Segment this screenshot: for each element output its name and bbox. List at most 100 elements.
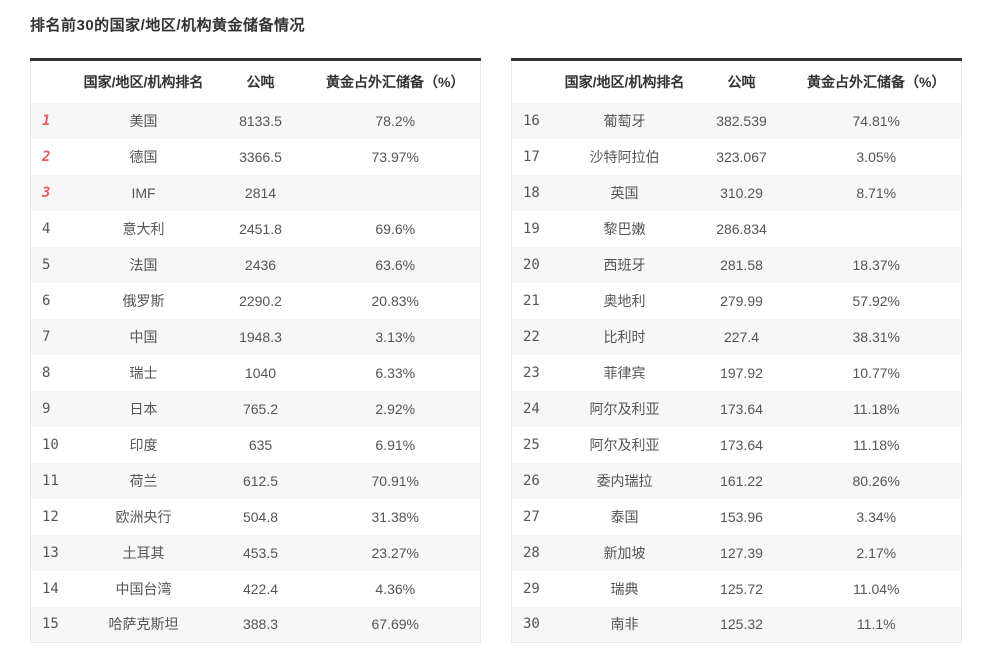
country-cell: 中国台湾 — [115, 580, 172, 597]
tons-cell: 453.5 — [242, 544, 279, 561]
tons-cell: 8133.5 — [239, 112, 282, 129]
table-row: 23 菲律宾 197.92 10.77% — [511, 354, 962, 391]
country-cell: 土耳其 — [122, 544, 165, 561]
table-row: 21 奥地利 279.99 57.92% — [511, 282, 962, 319]
tons-cell: 173.64 — [720, 436, 763, 453]
table-row: 24 阿尔及利亚 173.64 11.18% — [511, 390, 962, 427]
rank-cell: 11 — [42, 472, 59, 489]
rank-cell: 16 — [523, 112, 540, 129]
rank-cell: 19 — [523, 220, 540, 237]
table-row: 17 沙特阿拉伯 323.067 3.05% — [511, 138, 962, 175]
table-row: 12 欧洲央行 504.8 31.38% — [30, 498, 481, 535]
table-row: 22 比利时 227.4 38.31% — [511, 318, 962, 355]
rank-cell: 23 — [523, 364, 540, 381]
percent-cell: 2.92% — [375, 400, 416, 417]
percent-cell: 23.27% — [371, 544, 419, 561]
percent-cell: 67.69% — [371, 616, 419, 633]
country-cell: 日本 — [129, 400, 158, 417]
table-row: 25 阿尔及利亚 173.64 11.18% — [511, 426, 962, 463]
rank-cell: 3 — [42, 184, 51, 201]
header-rank — [30, 59, 77, 103]
table-row: 28 新加坡 127.39 2.17% — [511, 534, 962, 571]
tons-cell: 382.539 — [716, 112, 767, 129]
rank-cell: 26 — [523, 472, 540, 489]
table-row: 6 俄罗斯 2290.2 20.83% — [30, 282, 481, 319]
rank-cell: 5 — [42, 256, 51, 273]
country-cell: 印度 — [129, 436, 158, 453]
country-cell: 菲律宾 — [603, 364, 646, 381]
tons-cell: 310.29 — [720, 184, 763, 201]
tables-container: 国家/地区/机构排名 公吨 黄金占外汇储备（%） 1 美国 8133.5 78.2% 2… — [30, 58, 962, 643]
rank-cell: 9 — [42, 400, 51, 417]
country-cell: 比利时 — [603, 328, 646, 345]
tons-cell: 3366.5 — [239, 148, 282, 165]
tons-cell: 197.92 — [720, 364, 763, 381]
rank-cell: 14 — [42, 580, 59, 597]
tons-cell: 279.99 — [720, 292, 763, 309]
country-cell: 阿尔及利亚 — [589, 436, 660, 453]
rank-cell: 28 — [523, 544, 540, 561]
percent-cell — [792, 211, 962, 247]
gold-reserves-table-right: 国家/地区/机构排名 公吨 黄金占外汇储备（%） 16 葡萄牙 382.539 74.… — [511, 58, 962, 643]
tons-cell: 173.64 — [720, 400, 763, 417]
table-row: 27 泰国 153.96 3.34% — [511, 498, 962, 535]
table-row: 26 委内瑞拉 161.22 80.26% — [511, 462, 962, 499]
tons-cell: 125.72 — [720, 580, 763, 597]
tons-cell: 504.8 — [242, 508, 279, 525]
country-cell: 阿尔及利亚 — [589, 400, 660, 417]
rank-cell: 22 — [523, 328, 540, 345]
percent-cell: 11.04% — [853, 580, 900, 597]
percent-cell: 38.31% — [852, 328, 900, 345]
percent-cell — [311, 175, 481, 211]
tons-cell: 388.3 — [242, 616, 279, 633]
country-cell: 新加坡 — [603, 544, 646, 561]
percent-cell: 3.34% — [856, 508, 897, 525]
table-body-left: 1 美国 8133.5 78.2% 2 德国 3366.5 73.97% 3 IMF 2814 4 意大… — [30, 102, 481, 643]
country-cell: 沙特阿拉伯 — [589, 148, 660, 165]
table-row: 11 荷兰 612.5 70.91% — [30, 462, 481, 499]
table-row: 9 日本 765.2 2.92% — [30, 390, 481, 427]
percent-cell: 10.77% — [852, 364, 900, 381]
percent-cell: 20.83% — [371, 292, 419, 309]
header-percent: 黄金占外汇储备（%） — [310, 59, 481, 103]
percent-cell: 31.38% — [371, 508, 419, 525]
country-cell: 美国 — [129, 112, 158, 129]
tons-cell: 635 — [248, 436, 273, 453]
country-cell: 欧洲央行 — [115, 508, 172, 525]
percent-cell: 57.92% — [852, 292, 900, 309]
country-cell: 瑞士 — [129, 364, 158, 381]
country-cell: 哈萨克斯坦 — [108, 616, 179, 633]
country-cell: 葡萄牙 — [603, 112, 646, 129]
rank-cell: 2 — [42, 148, 51, 165]
percent-cell: 11.1% — [856, 616, 896, 633]
percent-cell: 6.33% — [375, 364, 416, 381]
table-row: 8 瑞士 1040 6.33% — [30, 354, 481, 391]
page-title: 排名前30的国家/地区/机构黄金储备情况 — [30, 17, 306, 34]
country-cell: 西班牙 — [603, 256, 646, 273]
tons-cell: 2290.2 — [239, 292, 282, 309]
tons-cell: 323.067 — [716, 148, 767, 165]
header-row: 国家/地区/机构排名 公吨 黄金占外汇储备（%） — [511, 59, 962, 103]
tons-cell: 286.834 — [716, 220, 767, 237]
table-row: 14 中国台湾 422.4 4.36% — [30, 570, 481, 607]
rank-cell: 27 — [523, 508, 540, 525]
rank-cell: 6 — [42, 292, 51, 309]
country-cell: 意大利 — [122, 220, 165, 237]
rank-cell: 18 — [523, 184, 540, 201]
country-cell: 法国 — [129, 256, 158, 273]
rank-cell: 17 — [523, 148, 540, 165]
country-cell: 南非 — [610, 616, 639, 633]
tons-cell: 281.58 — [720, 256, 763, 273]
table-row: 10 印度 635 6.91% — [30, 426, 481, 463]
header-country: 国家/地区/机构排名 — [557, 59, 692, 103]
rank-cell: 8 — [42, 364, 51, 381]
rank-cell: 4 — [42, 220, 51, 237]
percent-cell: 6.91% — [375, 436, 416, 453]
table-row: 4 意大利 2451.8 69.6% — [30, 210, 481, 247]
tons-cell: 2436 — [244, 256, 277, 273]
rank-cell: 29 — [523, 580, 540, 597]
table-row: 1 美国 8133.5 78.2% — [30, 102, 481, 139]
table-row: 16 葡萄牙 382.539 74.81% — [511, 102, 962, 139]
country-cell: 泰国 — [610, 508, 639, 525]
